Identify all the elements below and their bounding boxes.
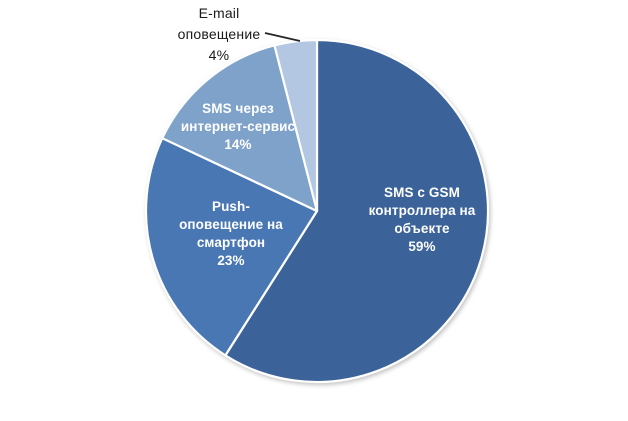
pie-slice-push[interactable] bbox=[144, 137, 319, 357]
pie-slices-group bbox=[144, 38, 490, 384]
pie-slice-sms-gsm[interactable] bbox=[224, 38, 490, 384]
pie-slice-sms-internet[interactable] bbox=[161, 44, 319, 213]
email-leader-line bbox=[264, 32, 301, 42]
pie-slice-email[interactable] bbox=[273, 38, 319, 213]
pie-slice-label-email: E-mail оповещение 4% bbox=[177, 5, 261, 63]
